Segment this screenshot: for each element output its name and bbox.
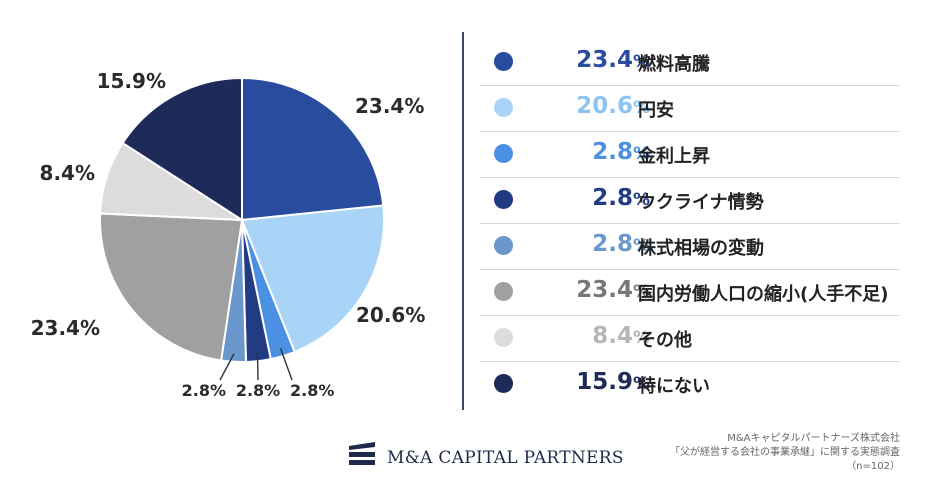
legend-swatch	[494, 374, 513, 393]
legend-percent-value: 2.8	[592, 139, 633, 165]
legend-percent-sign: %	[632, 236, 650, 256]
source-line-1: M&Aキャピタルパートナーズ株式会社	[727, 433, 900, 444]
pie-label-2: 20.6%	[356, 303, 425, 327]
pie-label-8: 15.9%	[97, 69, 166, 93]
legend-percent: 8.4%	[520, 323, 650, 349]
legend-percent-value: 8.4	[592, 323, 633, 349]
source-line-2: 「父が経営する会社の事業承継」に関する実態調査	[670, 447, 900, 458]
legend-label: 国内労働人口の縮小(人手不足)	[638, 284, 889, 305]
pie-slice-2	[240, 204, 385, 354]
source-line-3: （n=102）	[846, 461, 900, 472]
pie-label-5: 2.8%	[182, 381, 226, 400]
legend-percent: 15.9%	[520, 369, 650, 395]
legend-swatch	[494, 282, 513, 301]
legend-swatch	[494, 144, 513, 163]
leader-line-3	[279, 348, 293, 381]
pie-slice-1	[241, 76, 385, 222]
legend-percent-value: 15.9	[576, 369, 633, 395]
legend-item: 8.4% その他	[480, 316, 900, 362]
pie-label-6: 23.4%	[31, 316, 100, 340]
legend-percent-sign: %	[632, 328, 650, 348]
legend-item: 15.9% 特にない	[480, 362, 900, 408]
legend-label: 株式相場の変動	[638, 238, 764, 259]
legend-percent: 2.8%	[520, 185, 650, 211]
legend-divider	[462, 32, 464, 410]
legend-label: 金利上昇	[638, 146, 710, 167]
legend-percent-value: 2.8	[592, 185, 633, 211]
legend-swatch	[494, 98, 513, 117]
brand-logo-icon	[349, 442, 375, 465]
legend-percent-value: 23.4	[576, 277, 633, 303]
legend-label: 円安	[638, 100, 674, 121]
legend-item: 23.4% 燃料高騰	[480, 40, 900, 86]
legend-swatch	[494, 52, 513, 71]
legend-percent-sign: %	[632, 282, 650, 302]
legend-percent-sign: %	[632, 374, 650, 394]
pie-label-7: 8.4%	[40, 161, 95, 185]
legend-percent: 20.6%	[520, 93, 650, 119]
pie-slice-6	[99, 212, 244, 362]
legend-swatch	[494, 236, 513, 255]
legend-percent: 2.8%	[520, 139, 650, 165]
pie-label-4: 2.8%	[236, 381, 280, 400]
legend-percent-sign: %	[632, 52, 650, 72]
legend-item: 23.4% 国内労働人口の縮小(人手不足)	[480, 270, 900, 316]
legend-percent-value: 23.4	[576, 47, 633, 73]
legend-percent: 23.4%	[520, 47, 650, 73]
brand-name: M&A CAPITAL PARTNERS	[387, 448, 624, 468]
leader-line-5	[219, 353, 235, 381]
legend-label: 特にない	[638, 376, 710, 397]
pie-chart: 23.4% 20.6% 2.8% 2.8% 2.8% 23.4% 8.4% 15.9%	[31, 69, 426, 400]
pie-slice-8	[121, 76, 243, 222]
legend-item: 2.8% 株式相場の変動	[480, 224, 900, 270]
legend-swatch	[494, 328, 513, 347]
legend-swatch	[494, 190, 513, 209]
legend-item: 2.8% ウクライナ情勢	[480, 178, 900, 224]
legend-item: 20.6% 円安	[480, 86, 900, 132]
legend: 23.4% 燃料高騰 20.6% 円安 2.8% 金利上昇 2.8% ウクライナ情勢 2.8% 株…	[480, 40, 900, 408]
legend-percent: 2.8%	[520, 231, 650, 257]
legend-percent-sign: %	[632, 98, 650, 118]
legend-percent-sign: %	[632, 144, 650, 164]
source-note: M&Aキャピタルパートナーズ株式会社 「父が経営する会社の事業承継」に関する実態…	[670, 432, 900, 474]
pie-label-3: 2.8%	[290, 381, 334, 400]
legend-percent-sign: %	[632, 190, 650, 210]
legend-label: その他	[638, 330, 692, 351]
legend-label: ウクライナ情勢	[638, 192, 764, 213]
legend-label: 燃料高騰	[638, 54, 710, 75]
pie-label-1: 23.4%	[355, 94, 424, 118]
legend-percent: 23.4%	[520, 277, 650, 303]
legend-percent-value: 2.8	[592, 231, 633, 257]
legend-percent-value: 20.6	[576, 93, 633, 119]
legend-item: 2.8% 金利上昇	[480, 132, 900, 178]
